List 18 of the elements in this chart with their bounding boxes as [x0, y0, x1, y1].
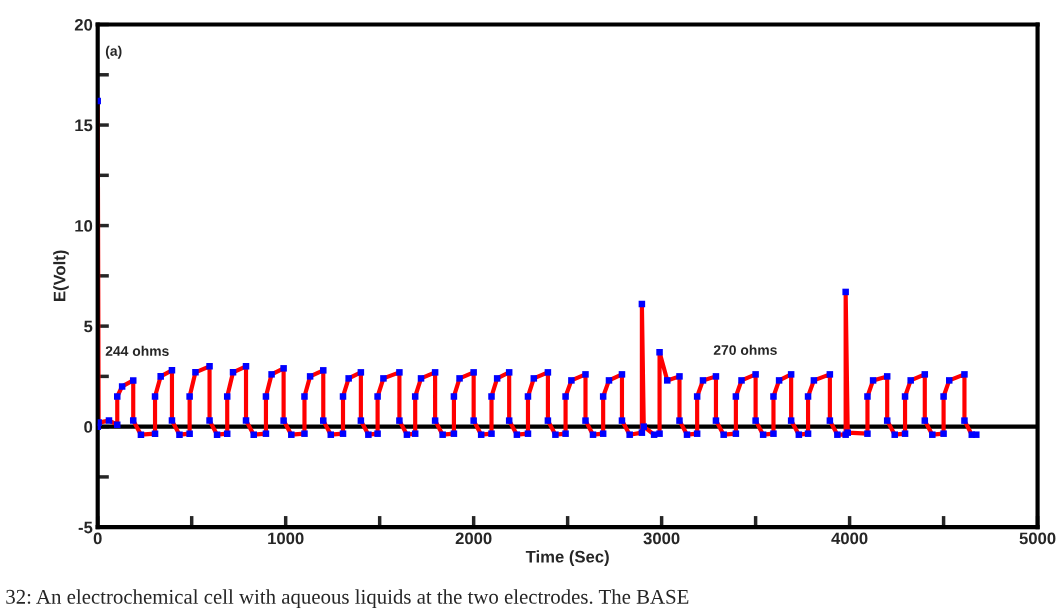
- x-tick-label: 5000: [1019, 532, 1056, 545]
- x-tick-label: 0: [93, 532, 102, 545]
- annotation: 244 ohms: [105, 345, 169, 356]
- x-tick-label: 1000: [268, 532, 304, 545]
- text: 32: An electrochemical cell with aqueous liquids at the two electrodes. The BASE: [6, 589, 689, 609]
- x-tick-label: 4000: [831, 532, 868, 545]
- y-tick-label: 5: [84, 320, 93, 333]
- x-tick-label: 2000: [455, 532, 492, 545]
- y-tick-label: 10: [75, 219, 93, 232]
- y-tick-label: 15: [75, 119, 93, 132]
- y-axis-title: E(Volt): [53, 250, 69, 301]
- y-tick-label: 20: [74, 18, 93, 31]
- annotation: (a): [105, 45, 122, 59]
- x-axis-title: Time (Sec): [525, 550, 609, 566]
- annotation: 270 ohms: [713, 344, 777, 355]
- y-tick-label: 0: [84, 421, 93, 433]
- y-tick-label: -5: [78, 521, 93, 534]
- x-tick-label: 3000: [643, 532, 680, 545]
